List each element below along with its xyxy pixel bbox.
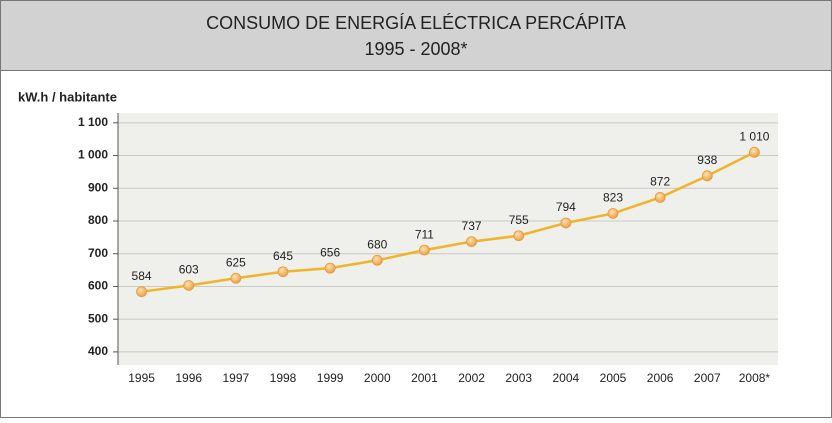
data-label: 680: [367, 237, 387, 251]
data-label: 645: [273, 249, 293, 263]
chart-title: CONSUMO DE ENERGÍA ELÉCTRICA PERCÁPITA: [206, 13, 626, 33]
y-tick-label: 800: [88, 213, 108, 227]
y-tick-label: 1 000: [78, 148, 108, 162]
x-tick-label: 2007: [694, 371, 721, 385]
marker: [371, 254, 383, 266]
x-tick-label: 2008*: [739, 371, 771, 385]
marker: [136, 286, 147, 298]
data-label: 794: [556, 200, 576, 214]
marker: [183, 280, 195, 291]
x-tick-label: 2004: [553, 371, 580, 385]
title-box: [0, 0, 832, 71]
line: [141, 151, 755, 293]
plot-area: [118, 113, 778, 365]
data-label: 823: [603, 191, 623, 205]
x-tick-label: 2003: [505, 371, 532, 385]
y-axis-label: kW.h / habitante: [18, 89, 117, 104]
data-label: 872: [650, 175, 670, 189]
x-tick-label: 2001: [411, 371, 438, 385]
marker: [749, 146, 760, 158]
x-tick-label: 1995: [128, 371, 155, 385]
x-tick-label: 2000: [364, 371, 391, 385]
x-tick-label: 2002: [458, 371, 485, 385]
y-tick-label: 500: [88, 311, 108, 325]
marker: [513, 230, 525, 242]
chart-subtitle: 1995 - 2008*: [364, 39, 467, 59]
data-label: 603: [179, 263, 199, 277]
marker: [701, 170, 713, 182]
marker: [654, 192, 666, 203]
marker: [419, 244, 430, 256]
y-tick-label: 400: [88, 344, 108, 358]
marker: [466, 236, 477, 248]
data-label: 737: [462, 219, 482, 233]
x-tick-label: 2006: [647, 371, 674, 385]
data-label: 656: [320, 245, 340, 259]
data-label: 938: [697, 153, 717, 167]
y-tick-label: 1 100: [78, 115, 108, 129]
marker: [230, 272, 242, 284]
data-label: 711: [415, 227, 434, 241]
marker: [560, 217, 572, 229]
y-tick-label: 700: [88, 246, 108, 260]
marker: [324, 262, 336, 274]
data-label: 755: [509, 213, 529, 227]
y-tick-label: 600: [88, 279, 108, 293]
marker: [607, 208, 619, 219]
y-tick-label: 900: [88, 180, 108, 194]
x-tick-label: 1999: [317, 371, 344, 385]
x-tick-label: 1998: [270, 371, 297, 385]
marker: [277, 266, 289, 278]
data-label: 1 010: [739, 129, 769, 143]
data-label: 584: [132, 269, 152, 283]
x-tick-label: 1997: [223, 371, 250, 385]
data-label: 625: [226, 255, 246, 269]
x-tick-label: 1996: [175, 371, 202, 385]
x-tick-label: 2005: [600, 371, 627, 385]
